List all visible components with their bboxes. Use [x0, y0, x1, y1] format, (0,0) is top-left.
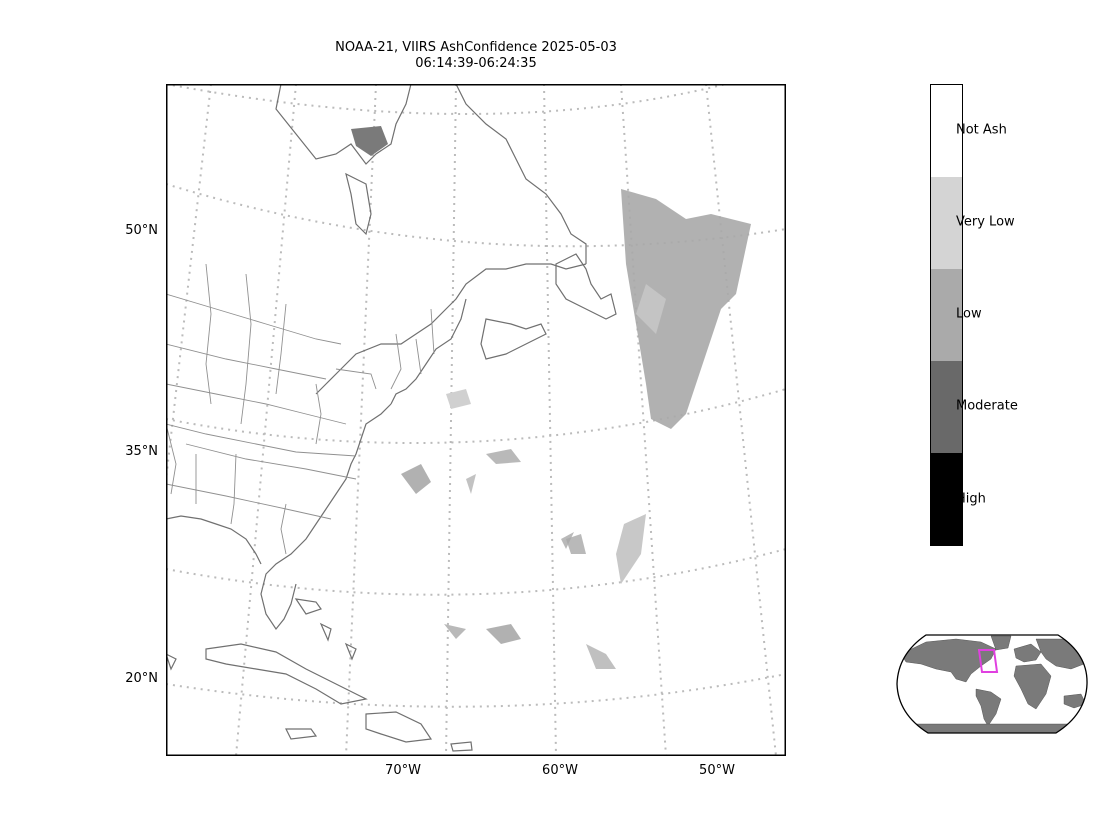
ash-confidence-field: [351, 126, 751, 669]
inset-outline: [896, 634, 1088, 734]
colorbar-label-very-low: Very Low: [956, 214, 1015, 230]
colorbar-label-high: High: [956, 491, 986, 507]
main-map: [166, 84, 786, 756]
lat-label-35n: 35°N: [125, 444, 158, 459]
coastlines: [166, 84, 617, 752]
title-line-2: 06:14:39-06:24:35: [415, 56, 537, 71]
lon-label-70w: 70°W: [385, 763, 421, 778]
inset-world-map: [896, 634, 1088, 734]
colorbar-segment-not-ash: [931, 85, 962, 177]
colorbar-label-not-ash: Not Ash: [956, 122, 1007, 138]
lon-label-50w: 50°W: [699, 763, 735, 778]
lat-label-50n: 50°N: [125, 223, 158, 238]
graticule: [166, 84, 786, 756]
map-border: [166, 84, 786, 756]
colorbar-segment-low: [931, 269, 962, 361]
inset-region-highlight: [977, 649, 999, 673]
lon-label-60w: 60°W: [542, 763, 578, 778]
colorbar-label-low: Low: [956, 306, 982, 322]
inset-land: [897, 635, 1088, 733]
colorbar-segment-very-low: [931, 177, 962, 269]
colorbar-segment-high: [931, 453, 962, 545]
colorbar: [930, 84, 963, 546]
colorbar-segment-moderate: [931, 361, 962, 453]
map-title: NOAA-21, VIIRS AshConfidence 2025-05-03 …: [166, 40, 786, 72]
state-borders: [166, 263, 435, 555]
lat-label-20n: 20°N: [125, 671, 158, 686]
title-line-1: NOAA-21, VIIRS AshConfidence 2025-05-03: [335, 40, 617, 55]
colorbar-label-moderate: Moderate: [956, 398, 1018, 414]
